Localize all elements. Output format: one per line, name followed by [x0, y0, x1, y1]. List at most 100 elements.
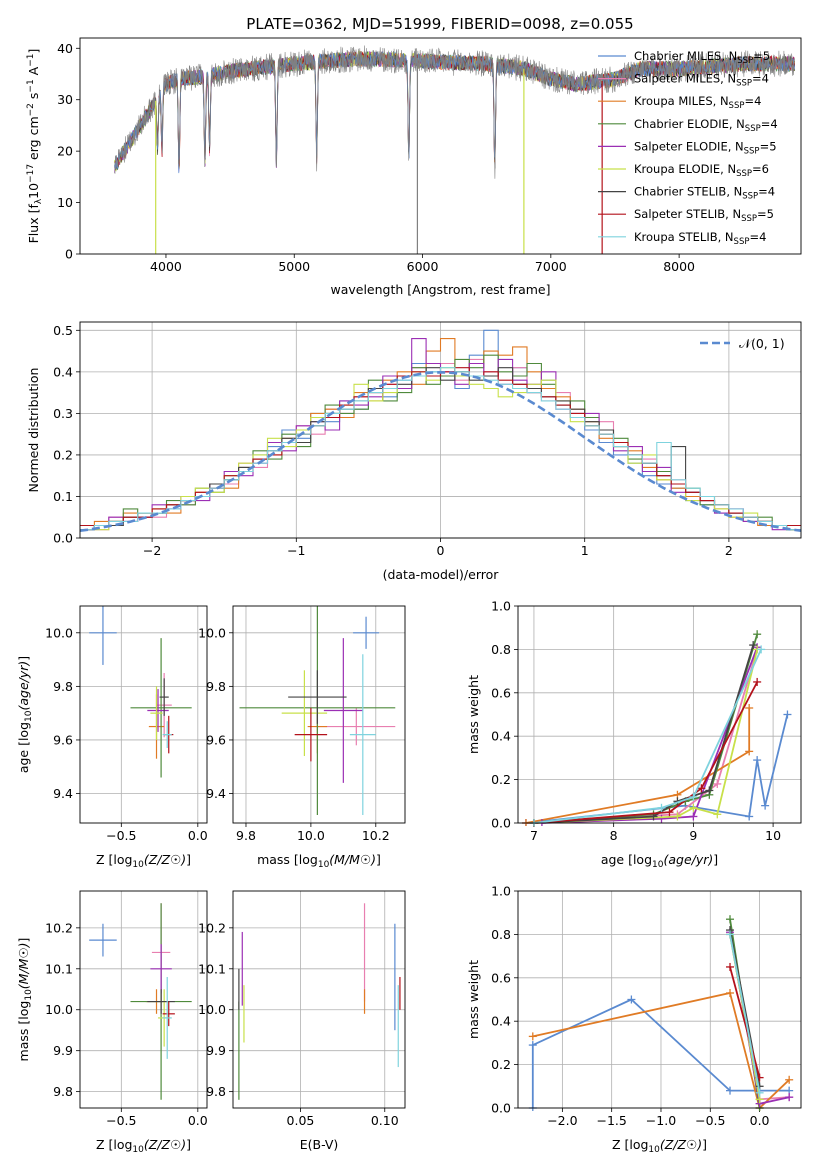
- errorbar-point: [288, 670, 347, 724]
- mass-vs-Z-panel: −0.5 0.0 9.8 9.9 10.0 10.1 10.2 Z [log10(Z/Z☉)]…: [16, 890, 208, 1155]
- residuals-panel: −2 −1 0 1 2 0.0 0.1 0.2 0.3 0.4 0.5 𝒩(0, 1) (data-mo…: [26, 321, 802, 582]
- y-tick-label: 1.0: [491, 599, 511, 614]
- errorbar-point: [349, 654, 376, 815]
- x-tick-label: 7: [530, 828, 538, 843]
- legend-entry: Salpeter ELODIE, NSSP=5: [634, 139, 777, 156]
- y-axis-label: Flux [fλ10−17 erg cm−2 s−1 A−1]: [26, 49, 44, 244]
- histogram-step: [80, 367, 801, 531]
- weight-marker: [783, 710, 792, 719]
- y-tick-label: 0.2: [491, 772, 511, 787]
- weight-marker: [697, 784, 706, 793]
- x-tick-label: −0.5: [695, 1113, 725, 1128]
- errorbar-point: [317, 707, 396, 746]
- y-tick-label: 10.2: [198, 920, 226, 935]
- weight-line: [532, 991, 790, 1110]
- legend-entry: Salpeter MILES, NSSP=4: [634, 72, 769, 89]
- axes-frame: [79, 605, 208, 824]
- x-tick-label: 10: [765, 828, 781, 843]
- normal-reference-curve: [80, 370, 801, 532]
- axes-frame: [79, 890, 208, 1109]
- weight-marker: [753, 630, 762, 639]
- weight-marker: [761, 801, 770, 810]
- x-tick-label: 2: [725, 543, 733, 558]
- legend-entry: Salpeter STELIB, NSSP=5: [634, 207, 774, 224]
- errorbar-point: [147, 989, 175, 1014]
- weight-marker: [753, 677, 762, 686]
- weight-marker: [745, 812, 754, 821]
- weight-line: [525, 714, 789, 824]
- errorbars: [238, 903, 401, 1100]
- axes-frame: [232, 890, 406, 1109]
- y-tick-label: 9.8: [206, 679, 226, 694]
- y-axis-label: mass [log10(M/M☉)]: [16, 938, 34, 1062]
- figure-title: PLATE=0362, MJD=51999, FIBERID=0098, z=0…: [246, 15, 633, 33]
- x-axis-label: E(B-V): [300, 1137, 339, 1152]
- weight-marker: [726, 930, 735, 939]
- histogram-step: [80, 338, 801, 531]
- y-tick-label: 0.4: [53, 364, 73, 379]
- weight-marker: [726, 988, 735, 997]
- weight-marker: [689, 812, 698, 821]
- x-tick-label: 0.0: [750, 1113, 770, 1128]
- y-tick-label: 0.1: [53, 489, 73, 504]
- errorbar-point: [353, 616, 380, 649]
- x-tick-label: 9: [689, 828, 697, 843]
- age-vs-mass-panel: 9.8 10.0 10.2 9.4 9.6 9.8 10.0 mass [log10(M/M☉…: [198, 605, 406, 870]
- legend-entry: Kroupa STELIB, NSSP=4: [634, 230, 766, 247]
- x-tick-label: −2: [143, 543, 161, 558]
- axes-frame: [517, 890, 802, 1109]
- x-tick-label: 6000: [407, 259, 439, 274]
- errorbar-point: [294, 707, 328, 762]
- errorbars: [89, 903, 192, 1100]
- weight-vs-age-panel: 7 8 9 10 0.0 0.2 0.4 0.6 0.8 1.0 age [log10(age/yr…: [466, 599, 802, 870]
- weight-marker: [749, 641, 758, 650]
- weight-marker: [673, 812, 682, 821]
- histograms: [80, 329, 801, 532]
- y-tick-label: 10.0: [45, 625, 73, 640]
- x-tick-label: 7000: [535, 259, 567, 274]
- x-tick-label: 0.0: [188, 828, 208, 843]
- weight-marker: [657, 814, 666, 823]
- y-tick-label: 0.8: [491, 927, 511, 942]
- y-tick-label: 9.4: [206, 786, 226, 801]
- x-tick-label: 10.0: [297, 828, 325, 843]
- spectrum-panel: 4000 5000 6000 7000 8000 0 10 20 30 40 Chabrier MI…: [26, 37, 802, 297]
- mass-vs-ebv-panel: 0.05 0.10 9.8 9.9 10.0 10.1 10.2 E(B-V): [198, 890, 406, 1152]
- weight-marker: [726, 962, 735, 971]
- x-tick-label: 5000: [278, 259, 310, 274]
- axes-frame: [517, 605, 802, 824]
- weight-line: [533, 681, 758, 824]
- y-tick-label: 10.1: [45, 961, 73, 976]
- weight-marker: [689, 792, 698, 801]
- weight-line: [525, 708, 751, 824]
- weight-marker: [665, 808, 674, 817]
- axes-frame: [232, 605, 406, 824]
- y-tick-label: 40: [57, 41, 73, 56]
- weight-line: [533, 633, 759, 824]
- weight-marker: [713, 779, 722, 788]
- weight-marker: [657, 803, 666, 812]
- spectrum-lines: [114, 45, 795, 254]
- errorbar-point: [150, 686, 163, 740]
- axes-frame: [79, 321, 802, 539]
- weight-marker: [785, 1093, 794, 1102]
- weight-marker: [745, 703, 754, 712]
- y-tick-label: 9.8: [206, 1084, 226, 1099]
- x-tick-label: −1.5: [596, 1113, 626, 1128]
- legend-entry: Chabrier ELODIE, NSSP=4: [634, 117, 778, 134]
- weight-marker: [757, 645, 766, 654]
- errorbar-point: [162, 1001, 175, 1027]
- weight-lines: [521, 630, 792, 826]
- weight-line: [531, 998, 790, 1108]
- x-tick-label: 0: [437, 543, 445, 558]
- weight-lines: [528, 915, 794, 1111]
- errorbar-point: [150, 944, 172, 994]
- y-tick-label: 9.6: [206, 732, 226, 747]
- weight-marker: [689, 803, 698, 812]
- y-tick-label: 1.0: [491, 884, 511, 899]
- x-tick-label: 10.2: [362, 828, 390, 843]
- x-axis-label: Z [log10(Z/Z☉)]: [612, 1137, 707, 1155]
- y-tick-label: 0.4: [491, 729, 511, 744]
- weight-marker: [528, 1041, 537, 1050]
